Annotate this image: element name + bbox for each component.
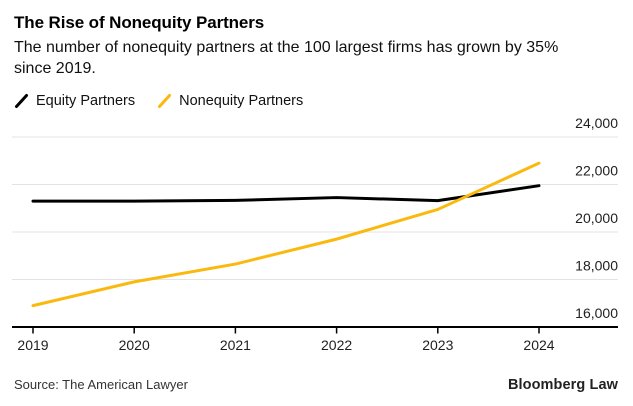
legend-item-nonequity: Nonequity Partners [157,93,303,109]
legend-label: Nonequity Partners [179,93,304,109]
line-chart: 16,000 18,000 20,000 22,000 24,000 2019 2020 20… [0,112,633,360]
y-axis-tick-label: 18,000 [575,258,618,274]
bloomberg-law-logo: Bloomberg Law [507,377,618,393]
x-axis-tick-label: 2021 [220,337,251,353]
chart-footer: Source: The American Lawyer Bloomberg La… [14,377,618,393]
y-axis-tick-label: 24,000 [575,115,618,131]
y-axis-tick-label: 16,000 [575,305,618,321]
x-axis-tick-label: 2019 [17,337,48,353]
source-note: Source: The American Lawyer [14,377,188,392]
chart-legend: Equity Partners Nonequity Partners [14,93,303,109]
x-axis-tick-label: 2020 [119,337,150,353]
equity-line-swatch-icon [14,93,29,109]
line-chart-svg: 16,000 18,000 20,000 22,000 24,000 2019 2020 20… [12,115,618,353]
legend-item-equity: Equity Partners [14,93,135,109]
legend-label: Equity Partners [36,93,136,109]
nonequity-partners-line [31,161,541,308]
y-axis-tick-label: 20,000 [575,210,618,226]
chart-subtitle: The number of nonequity partners at the … [14,39,559,78]
page-title: The Rise of Nonequity Partners [14,13,265,32]
x-axis-tick-label: 2024 [523,337,554,353]
equity-partners-line [31,184,541,203]
x-axis-tick-label: 2023 [422,337,453,353]
x-axis-tick-label: 2022 [321,337,352,353]
y-axis-tick-label: 22,000 [575,163,618,179]
nonequity-line-swatch-icon [157,93,172,109]
